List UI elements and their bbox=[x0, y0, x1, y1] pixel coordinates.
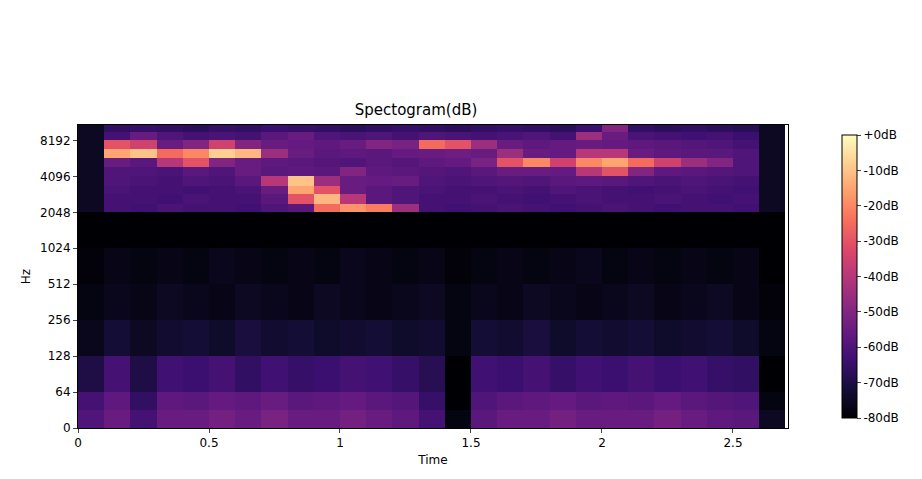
svg-text:-10dB: -10dB bbox=[863, 164, 898, 178]
svg-text:Hz: Hz bbox=[19, 269, 33, 284]
svg-text:2.5: 2.5 bbox=[723, 436, 742, 450]
svg-text:2048: 2048 bbox=[40, 206, 71, 220]
svg-text:1: 1 bbox=[336, 436, 344, 450]
svg-text:Spectogram(dB): Spectogram(dB) bbox=[355, 101, 478, 119]
svg-text:-40dB: -40dB bbox=[863, 270, 898, 284]
svg-text:2: 2 bbox=[598, 436, 606, 450]
svg-text:1024: 1024 bbox=[40, 241, 71, 255]
svg-text:256: 256 bbox=[48, 313, 71, 327]
svg-text:-70dB: -70dB bbox=[863, 376, 898, 390]
svg-text:-20dB: -20dB bbox=[863, 199, 898, 213]
svg-text:64: 64 bbox=[55, 385, 70, 399]
svg-text:Time: Time bbox=[417, 453, 447, 467]
svg-text:0.5: 0.5 bbox=[199, 436, 218, 450]
svg-text:+0dB: +0dB bbox=[863, 128, 897, 142]
svg-text:128: 128 bbox=[48, 349, 71, 363]
svg-text:-80dB: -80dB bbox=[863, 411, 898, 425]
svg-text:-50dB: -50dB bbox=[863, 305, 898, 319]
svg-text:-30dB: -30dB bbox=[863, 234, 898, 248]
svg-text:8192: 8192 bbox=[40, 134, 71, 148]
svg-text:4096: 4096 bbox=[40, 170, 71, 184]
svg-text:-60dB: -60dB bbox=[863, 340, 898, 354]
svg-text:0: 0 bbox=[74, 436, 82, 450]
svg-text:0: 0 bbox=[63, 421, 71, 435]
svg-text:1.5: 1.5 bbox=[461, 436, 480, 450]
svg-text:512: 512 bbox=[48, 277, 71, 291]
